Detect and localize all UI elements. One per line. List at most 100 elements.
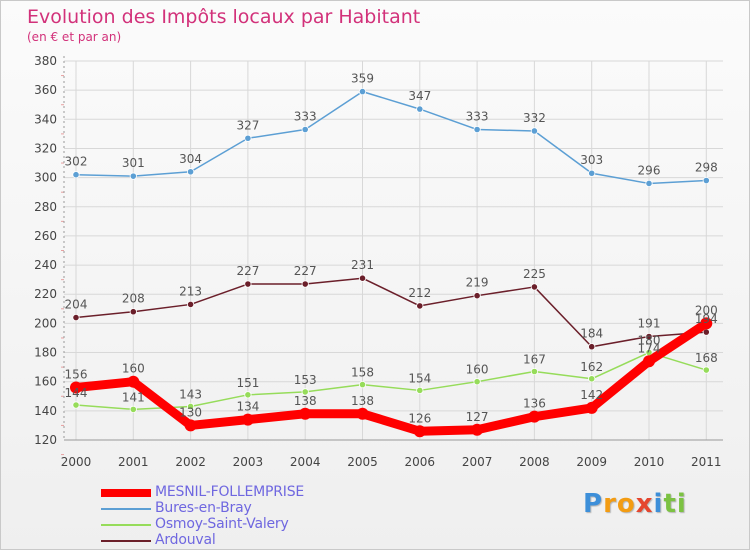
series-line-ardouval (75, 277, 708, 348)
logo-letter: i (653, 489, 664, 519)
data-label: 333 (466, 110, 489, 124)
chart-subtitle: (en € et par an) (27, 30, 122, 44)
data-label: 141 (122, 390, 145, 404)
series-line-osmoy-saint-valery (75, 351, 708, 411)
data-label: 154 (408, 371, 431, 385)
logo-letter: o (616, 489, 636, 519)
y-tick-label: 340 (34, 112, 57, 126)
grid (64, 60, 723, 441)
data-point (358, 274, 367, 282)
y-tick-label: 320 (34, 141, 57, 155)
legend-item: MESNIL-FOLLEMPRISE (101, 484, 361, 501)
data-point (471, 423, 484, 436)
y-tick-label: 120 (34, 433, 57, 447)
x-tick-label: 2003 (233, 455, 264, 469)
data-point (129, 172, 137, 180)
data-point (588, 169, 596, 177)
data-point (702, 176, 710, 185)
data-label: 180 (638, 334, 661, 348)
data-point (416, 105, 424, 113)
data-label: 227 (236, 264, 259, 278)
data-label: 162 (580, 360, 603, 374)
data-label: 191 (638, 317, 661, 331)
data-point (187, 168, 195, 176)
x-tick-label: 2008 (519, 455, 550, 469)
y-tick-label: 360 (34, 83, 57, 97)
data-point (72, 313, 80, 322)
data-label: 332 (523, 111, 546, 125)
data-point (358, 381, 367, 389)
data-label: 227 (294, 264, 317, 278)
x-tick-label: 2009 (576, 455, 607, 469)
data-label: 167 (523, 352, 546, 366)
data-point (301, 280, 309, 288)
legend-item: Ardouval (101, 532, 361, 549)
data-label: 144 (65, 386, 88, 400)
data-point (702, 366, 710, 374)
logo-letter: r (603, 489, 617, 519)
data-point (244, 280, 252, 288)
data-label: 303 (580, 153, 603, 167)
data-point (530, 283, 539, 291)
data-label: 327 (236, 118, 259, 132)
x-tick-label: 2000 (61, 455, 92, 469)
data-label: 200 (695, 303, 718, 317)
y-tick-label: 260 (34, 229, 57, 243)
y-tick-label: 300 (34, 171, 57, 185)
data-label: 142 (580, 388, 603, 402)
data-point (184, 419, 197, 432)
x-tick-label: 2004 (290, 455, 321, 469)
data-point (473, 378, 481, 386)
data-label: 136 (523, 397, 546, 411)
data-point (129, 405, 137, 413)
data-point (643, 355, 655, 368)
data-point (358, 88, 367, 96)
data-point (70, 381, 82, 394)
data-point (129, 308, 137, 316)
data-point (127, 375, 140, 388)
logo-letter: x (635, 489, 654, 519)
data-point (645, 332, 653, 341)
data-label: 347 (408, 89, 431, 103)
y-tick-label: 180 (34, 346, 57, 360)
data-point (530, 367, 539, 376)
x-tick-label: 2005 (347, 455, 378, 469)
data-point (416, 386, 424, 395)
data-label: 204 (65, 298, 88, 312)
legend-swatch (101, 524, 151, 526)
data-label: 304 (179, 152, 202, 166)
x-tick-label: 2007 (462, 455, 493, 469)
legend-label: Ardouval (155, 532, 216, 548)
data-label: 194 (695, 312, 718, 326)
data-label: 174 (638, 341, 661, 355)
data-label: 160 (466, 363, 489, 377)
data-point (244, 134, 252, 142)
data-point (301, 388, 309, 396)
y-tick-label: 140 (34, 404, 57, 418)
y-tick-label: 380 (34, 54, 57, 68)
data-label: 126 (408, 411, 431, 425)
data-label: 143 (179, 387, 202, 401)
legend-swatch (101, 508, 151, 510)
data-label: 153 (294, 373, 317, 387)
data-label: 168 (695, 351, 718, 365)
data-label: 158 (351, 366, 374, 380)
legend-item: Bures-en-Bray (101, 500, 361, 517)
data-label: 138 (294, 394, 317, 408)
data-point (588, 375, 596, 383)
data-point (588, 343, 596, 351)
data-label: 138 (351, 394, 374, 408)
axes: 120 140 160 180 200 220 240 260 280 300 320 340 360 3… (34, 54, 723, 469)
legend-item: Osmoy-Saint-Valery (101, 516, 361, 533)
series-line-bures-en-bray (75, 90, 708, 185)
data-point (299, 407, 312, 420)
y-tick-label: 200 (34, 316, 57, 330)
x-tick-label: 2011 (691, 455, 722, 469)
data-label: 231 (351, 258, 374, 272)
data-point (530, 127, 539, 135)
legend-label: MESNIL-FOLLEMPRISE (155, 484, 305, 500)
y-tick-label: 280 (34, 200, 57, 214)
data-point (187, 402, 195, 411)
data-label: 156 (65, 368, 88, 382)
data-label: 298 (695, 161, 718, 175)
